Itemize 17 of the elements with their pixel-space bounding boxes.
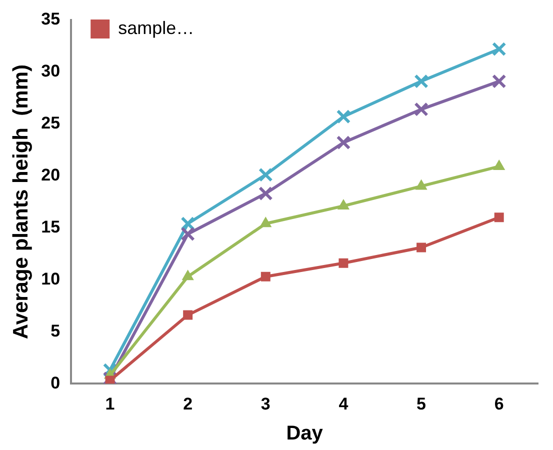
y-tick-label: 5 <box>50 321 60 340</box>
y-tick-label: 15 <box>41 217 60 236</box>
x-tick-label: 2 <box>183 394 193 414</box>
x-axis-title: Day <box>286 422 324 445</box>
legend-label: sample… <box>118 18 194 38</box>
y-tick-label: 10 <box>41 269 60 288</box>
y-tick-label: 20 <box>41 166 60 185</box>
x-tick-label: 6 <box>494 394 504 414</box>
y-tick-label: 35 <box>41 10 60 29</box>
y-tick-label: 30 <box>41 62 60 81</box>
x-tick-label: 5 <box>416 394 426 414</box>
y-tick-label: 25 <box>41 114 60 133</box>
x-tick-label: 3 <box>260 394 270 414</box>
y-tick-label: 0 <box>50 373 60 392</box>
x-tick-label: 1 <box>105 394 115 414</box>
x-tick-label: 4 <box>338 394 349 414</box>
y-axis-title: Average plants heigh (mm) <box>9 64 32 340</box>
